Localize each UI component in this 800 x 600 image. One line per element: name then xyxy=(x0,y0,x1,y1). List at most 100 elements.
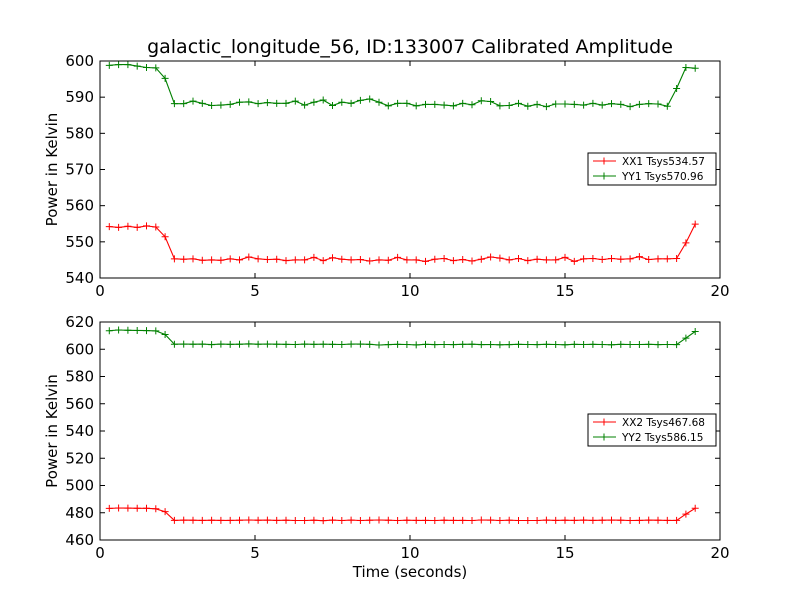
legend-marker xyxy=(600,157,608,165)
legend-label: XX1 Tsys534.57 xyxy=(622,156,705,168)
data-point xyxy=(570,100,578,108)
data-point xyxy=(431,341,439,349)
data-point xyxy=(217,256,225,264)
data-point xyxy=(608,341,615,349)
data-point xyxy=(403,340,411,348)
data-point xyxy=(105,223,113,231)
data-point xyxy=(552,340,560,348)
data-point xyxy=(691,220,699,228)
x-axis-label: Time (seconds) xyxy=(352,563,468,581)
data-point xyxy=(654,516,662,524)
data-point xyxy=(645,516,653,524)
data-point xyxy=(254,255,262,263)
data-point xyxy=(580,516,588,524)
data-point xyxy=(663,255,671,263)
data-point xyxy=(310,253,318,261)
y-tick-label: 580 xyxy=(65,368,94,386)
data-point xyxy=(580,101,588,109)
data-point xyxy=(663,516,671,524)
data-point xyxy=(310,516,318,524)
data-point xyxy=(431,100,439,108)
data-point xyxy=(226,100,234,108)
y-tick-label: 540 xyxy=(65,422,94,440)
data-point xyxy=(217,101,225,109)
x-tick-label: 0 xyxy=(95,544,105,562)
data-point xyxy=(143,327,150,335)
data-point xyxy=(459,99,467,107)
data-point xyxy=(208,516,216,524)
data-point xyxy=(319,517,327,525)
data-point xyxy=(515,340,522,348)
data-point xyxy=(589,516,597,524)
data-point xyxy=(496,102,504,110)
data-point xyxy=(347,99,355,107)
data-point xyxy=(654,255,662,263)
data-point xyxy=(347,340,355,348)
data-point xyxy=(589,340,597,348)
data-point xyxy=(654,341,662,349)
data-point xyxy=(459,256,467,264)
data-point xyxy=(366,340,374,348)
data-point xyxy=(273,516,281,524)
data-point xyxy=(189,97,197,105)
data-point xyxy=(198,256,206,264)
data-point xyxy=(449,516,457,524)
data-point xyxy=(663,340,671,348)
data-point xyxy=(180,340,188,348)
data-point xyxy=(124,61,132,69)
legend: XX1 Tsys534.57 YY1 Tsys570.96 xyxy=(587,152,717,186)
data-point xyxy=(626,517,634,525)
data-point xyxy=(691,328,699,336)
data-point xyxy=(561,253,569,261)
y-tick-label: 520 xyxy=(65,449,94,467)
data-point xyxy=(682,334,690,342)
data-point xyxy=(682,64,690,72)
data-point xyxy=(635,516,643,524)
data-point xyxy=(440,101,448,109)
data-point xyxy=(496,341,504,349)
data-point xyxy=(263,256,271,264)
data-point xyxy=(245,340,253,348)
data-point xyxy=(115,504,123,512)
data-point xyxy=(273,340,281,348)
data-point xyxy=(375,516,383,524)
series-line-1-1 xyxy=(109,329,696,346)
data-point xyxy=(217,516,225,524)
data-point xyxy=(152,505,160,513)
data-point xyxy=(124,326,132,334)
data-point xyxy=(412,256,420,264)
series-line-0-0 xyxy=(109,223,696,262)
data-point xyxy=(477,341,485,349)
data-point xyxy=(180,255,188,263)
data-point xyxy=(552,516,560,524)
data-point xyxy=(301,256,309,264)
data-point xyxy=(654,100,662,108)
data-point xyxy=(431,255,439,263)
data-point xyxy=(208,256,216,264)
data-point xyxy=(505,341,513,349)
data-point xyxy=(189,516,197,524)
data-point xyxy=(329,254,336,262)
data-point xyxy=(291,256,299,264)
data-point xyxy=(133,326,141,334)
data-point xyxy=(105,61,113,69)
data-point xyxy=(459,516,467,524)
data-point xyxy=(673,341,681,349)
x-tick-label: 5 xyxy=(250,544,260,562)
data-point xyxy=(319,96,327,104)
data-point xyxy=(152,327,160,335)
data-point xyxy=(542,103,550,111)
data-point xyxy=(133,62,141,70)
data-point xyxy=(245,516,253,524)
data-point xyxy=(161,331,169,339)
data-point xyxy=(645,100,653,108)
data-point xyxy=(561,341,569,349)
data-point xyxy=(673,254,681,262)
data-point xyxy=(412,516,420,524)
data-point xyxy=(440,254,448,262)
data-point xyxy=(170,340,178,348)
data-point xyxy=(505,101,513,109)
data-point xyxy=(617,340,625,348)
data-point xyxy=(301,517,309,525)
data-point xyxy=(394,99,402,107)
